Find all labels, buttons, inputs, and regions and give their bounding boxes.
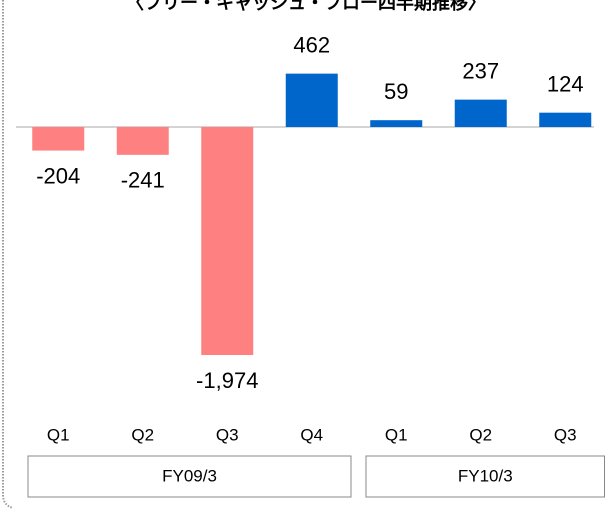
x-tick-label: Q2 xyxy=(469,425,492,444)
data-label: -204 xyxy=(36,163,80,188)
bar xyxy=(116,127,169,155)
group-box xyxy=(365,455,605,498)
bar xyxy=(285,73,338,127)
x-tick-label: Q4 xyxy=(300,425,323,444)
x-tick-label: Q3 xyxy=(216,425,239,444)
data-label: 59 xyxy=(384,79,408,104)
x-tick-label: Q1 xyxy=(47,425,70,444)
group-box xyxy=(27,455,352,498)
bar xyxy=(370,120,423,127)
data-label: -1,974 xyxy=(196,368,258,393)
data-label: -241 xyxy=(121,168,165,193)
x-tick-label: Q1 xyxy=(385,425,408,444)
group-label: FY09/3 xyxy=(162,466,217,485)
frame-border xyxy=(1,0,14,509)
data-label: 237 xyxy=(462,58,499,83)
chart-title: 〈フリー・キャッシュ・フロー四半期推移〉 xyxy=(126,0,486,13)
data-label: 124 xyxy=(547,71,584,96)
data-label: 462 xyxy=(293,32,330,57)
bar xyxy=(454,99,507,127)
bar xyxy=(539,112,592,127)
bar xyxy=(32,127,85,151)
bar xyxy=(201,127,254,355)
x-tick-label: Q2 xyxy=(131,425,154,444)
group-label: FY10/3 xyxy=(458,466,513,485)
x-tick-label: Q3 xyxy=(554,425,577,444)
